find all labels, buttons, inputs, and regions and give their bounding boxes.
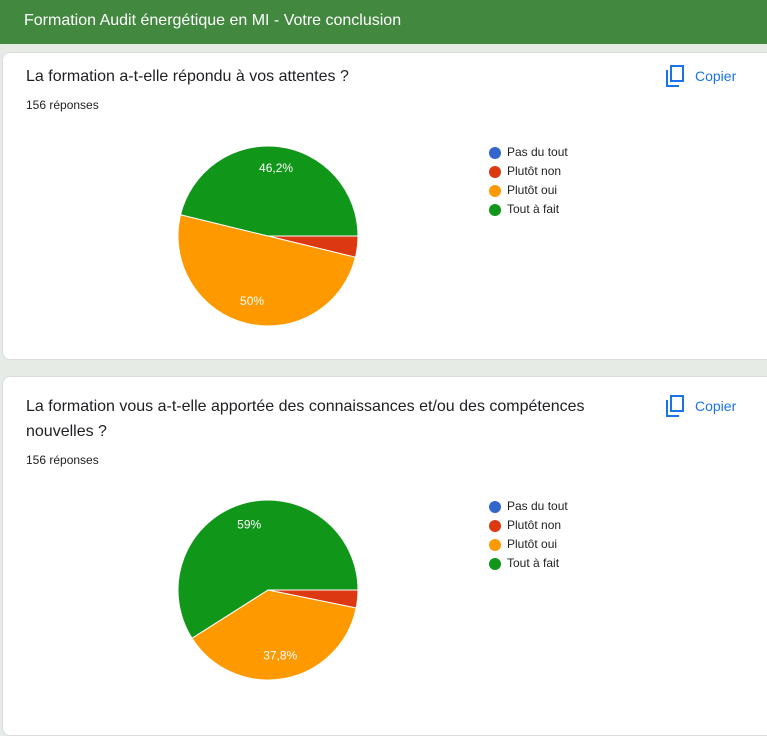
header-title: Formation Audit énergétique en MI - Votr…: [0, 0, 767, 44]
pie-slice: [177, 499, 359, 639]
value-label: 59%: [237, 517, 261, 531]
copy-icon: [666, 395, 684, 417]
copy-icon: [666, 65, 684, 87]
legend-marker: [489, 520, 501, 532]
legend-label: Tout à fait: [507, 556, 560, 570]
copy-button[interactable]: Copier: [665, 395, 736, 417]
legend-label: Plutôt oui: [507, 537, 557, 551]
legend-marker: [489, 166, 501, 178]
legend-label: Pas du tout: [507, 499, 568, 513]
legend-marker: [489, 539, 501, 551]
legend-label: Plutôt non: [507, 518, 561, 532]
legend-marker: [489, 204, 501, 216]
pie-chart: 37,8% 59% Pas du tout Plutôt non Plutôt oui T…: [177, 499, 568, 681]
legend-marker: [489, 501, 501, 513]
value-label: 37,8%: [263, 649, 297, 663]
copy-button[interactable]: Copier: [665, 65, 736, 87]
copy-label: Copier: [695, 398, 737, 414]
value-label: 50%: [240, 294, 264, 308]
pie-slice: [177, 214, 357, 327]
question-card: La formation a-t-elle répondu à vos atte…: [2, 52, 767, 360]
response-count: 156 réponses: [26, 453, 99, 467]
copy-label: Copier: [695, 68, 737, 84]
legend-label: Plutôt non: [507, 164, 561, 178]
pie-chart: 50% 46,2% Pas du tout Plutôt non Plutôt oui T…: [177, 145, 568, 327]
legend-marker: [489, 147, 501, 159]
question: La formation vous a-t-elle apportée des …: [26, 398, 585, 440]
legend-label: Tout à fait: [507, 202, 560, 216]
legend-label: Pas du tout: [507, 145, 568, 159]
value-label: 46,2%: [259, 161, 293, 175]
pie-slice: [179, 145, 359, 237]
response-count: 156 réponses: [26, 98, 99, 112]
question-card: La formation vous a-t-elle apportée des …: [2, 376, 767, 736]
legend-marker: [489, 185, 501, 197]
legend-marker: [489, 558, 501, 570]
legend-label: Plutôt oui: [507, 183, 557, 197]
question: La formation a-t-elle répondu à vos atte…: [26, 68, 349, 85]
